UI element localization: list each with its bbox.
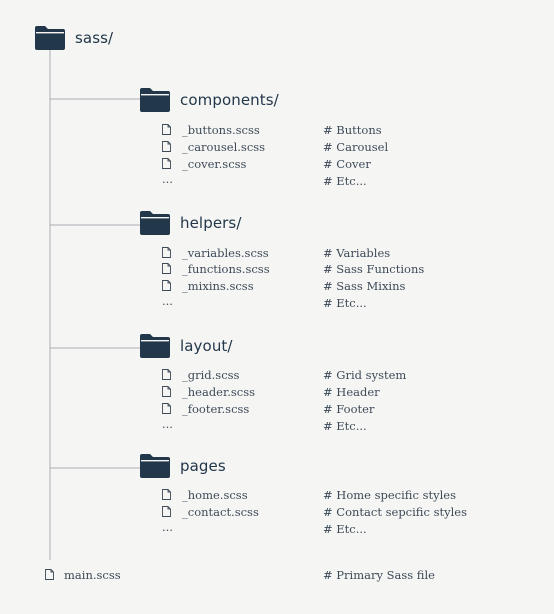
file-name: _grid.scss [182, 368, 240, 382]
ellipsis: ... [162, 520, 173, 534]
file-icon [45, 569, 54, 580]
file-row[interactable]: _header.scss # Header [162, 385, 542, 402]
folder-label: helpers/ [180, 214, 242, 232]
file-comment: # Buttons [323, 123, 382, 137]
root-folder[interactable]: sass/ [35, 26, 113, 50]
file-comment: # Variables [323, 246, 391, 260]
file-comment: # Sass Mixins [323, 279, 406, 293]
more-files-row: ... # Etc... [162, 417, 542, 436]
file-comment: # Footer [323, 402, 375, 416]
file-icon [162, 141, 171, 152]
folder-components[interactable]: components/ [140, 88, 279, 112]
file-icon [162, 489, 171, 500]
file-name: main.scss [64, 568, 121, 582]
file-name: _functions.scss [182, 262, 270, 276]
file-name: _footer.scss [182, 402, 250, 416]
file-icon [162, 247, 171, 258]
more-files-row: ... # Etc... [162, 520, 542, 539]
folder-helpers[interactable]: helpers/ [140, 211, 242, 235]
folder-icon [140, 454, 170, 478]
file-icon [162, 506, 171, 517]
file-comment: # Home specific styles [323, 488, 456, 502]
file-row[interactable]: _functions.scss # Sass Functions [162, 262, 542, 279]
folder-label: pages [180, 457, 226, 475]
file-name: _cover.scss [182, 157, 247, 171]
file-name: _home.scss [182, 488, 248, 502]
folder-layout[interactable]: layout/ [140, 334, 233, 358]
file-icon [162, 280, 171, 291]
file-icon [162, 403, 171, 414]
file-icon [162, 369, 171, 380]
file-comment: # Header [323, 385, 380, 399]
file-row[interactable]: _contact.scss # Contact sepcific styles [162, 505, 542, 522]
folder-icon [140, 88, 170, 112]
ellipsis: ... [162, 294, 173, 308]
folder-pages[interactable]: pages [140, 454, 226, 478]
file-comment: # Etc... [323, 522, 367, 536]
file-row[interactable]: _home.scss # Home specific styles [162, 488, 542, 505]
folder-icon [35, 26, 65, 50]
file-name: _contact.scss [182, 505, 259, 519]
file-name: _buttons.scss [182, 123, 260, 137]
file-name: _mixins.scss [182, 279, 254, 293]
folder-label: components/ [180, 91, 279, 109]
file-name: _variables.scss [182, 246, 269, 260]
file-row[interactable]: _grid.scss # Grid system [162, 368, 542, 385]
folder-label: layout/ [180, 337, 233, 355]
file-comment: # Cover [323, 157, 371, 171]
file-comment: # Primary Sass file [323, 568, 435, 582]
file-icon [162, 124, 171, 135]
file-row[interactable]: _variables.scss # Variables [162, 246, 542, 263]
file-comment: # Sass Functions [323, 262, 425, 276]
folder-icon [140, 334, 170, 358]
file-icon [162, 386, 171, 397]
more-files-row: ... # Etc... [162, 172, 542, 191]
file-name: _carousel.scss [182, 140, 266, 154]
file-comment: # Etc... [323, 419, 367, 433]
ellipsis: ... [162, 417, 173, 431]
file-row[interactable]: _cover.scss # Cover [162, 157, 542, 174]
file-comment: # Grid system [323, 368, 407, 382]
file-name: _header.scss [182, 385, 256, 399]
main-file-row[interactable]: main.scss # Primary Sass file [45, 568, 545, 585]
file-icon [162, 158, 171, 169]
file-row[interactable]: _mixins.scss # Sass Mixins [162, 279, 542, 296]
file-comment: # Carousel [323, 140, 389, 154]
folder-icon [140, 211, 170, 235]
ellipsis: ... [162, 172, 173, 186]
more-files-row: ... # Etc... [162, 294, 542, 313]
file-comment: # Etc... [323, 296, 367, 310]
file-row[interactable]: _carousel.scss # Carousel [162, 140, 542, 157]
file-row[interactable]: _footer.scss # Footer [162, 402, 542, 419]
file-icon [162, 263, 171, 274]
file-comment: # Contact sepcific styles [323, 505, 467, 519]
file-comment: # Etc... [323, 174, 367, 188]
file-row[interactable]: _buttons.scss # Buttons [162, 123, 542, 140]
root-folder-label: sass/ [75, 29, 114, 47]
